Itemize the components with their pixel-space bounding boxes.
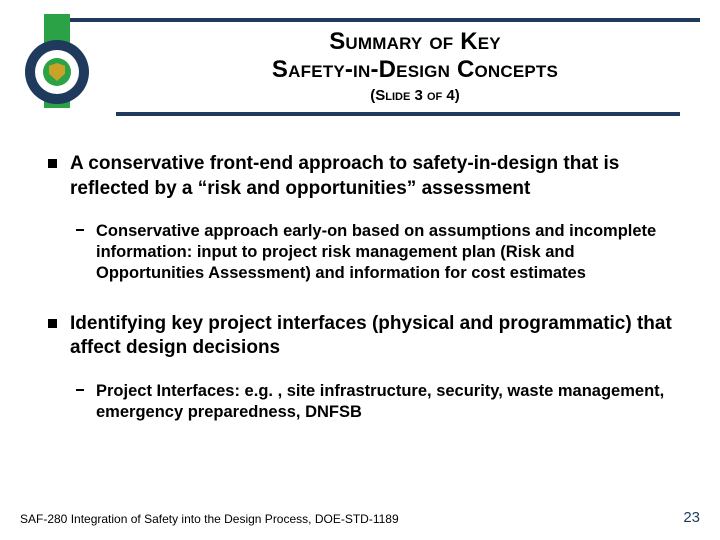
bullet-2: Identifying key project interfaces (phys…	[48, 312, 682, 361]
slide-subtitle: (Slide 3 of 4)	[140, 87, 690, 104]
slide-footer: SAF-280 Integration of Safety into the D…	[20, 509, 700, 526]
slide-content: A conservative front-end approach to saf…	[0, 116, 720, 423]
title-line-2: Safety-in-Design Concepts	[140, 56, 690, 84]
title-line-1: Summary of Key	[140, 28, 690, 56]
footer-left-text: SAF-280 Integration of Safety into the D…	[20, 512, 399, 526]
bullet-2-sub-1: Project Interfaces: e.g. , site infrastr…	[76, 381, 682, 423]
doe-seal-icon	[25, 40, 89, 104]
bullet-1: A conservative front-end approach to saf…	[48, 152, 682, 201]
logo	[22, 18, 92, 108]
top-rule	[60, 18, 700, 22]
header-bottom-rule	[116, 112, 680, 116]
page-number: 23	[683, 509, 700, 526]
bullet-1-sub-1: Conservative approach early-on based on …	[76, 221, 682, 284]
slide-header: Summary of Key Safety-in-Design Concepts…	[0, 0, 720, 116]
title-block: Summary of Key Safety-in-Design Concepts…	[140, 18, 690, 104]
